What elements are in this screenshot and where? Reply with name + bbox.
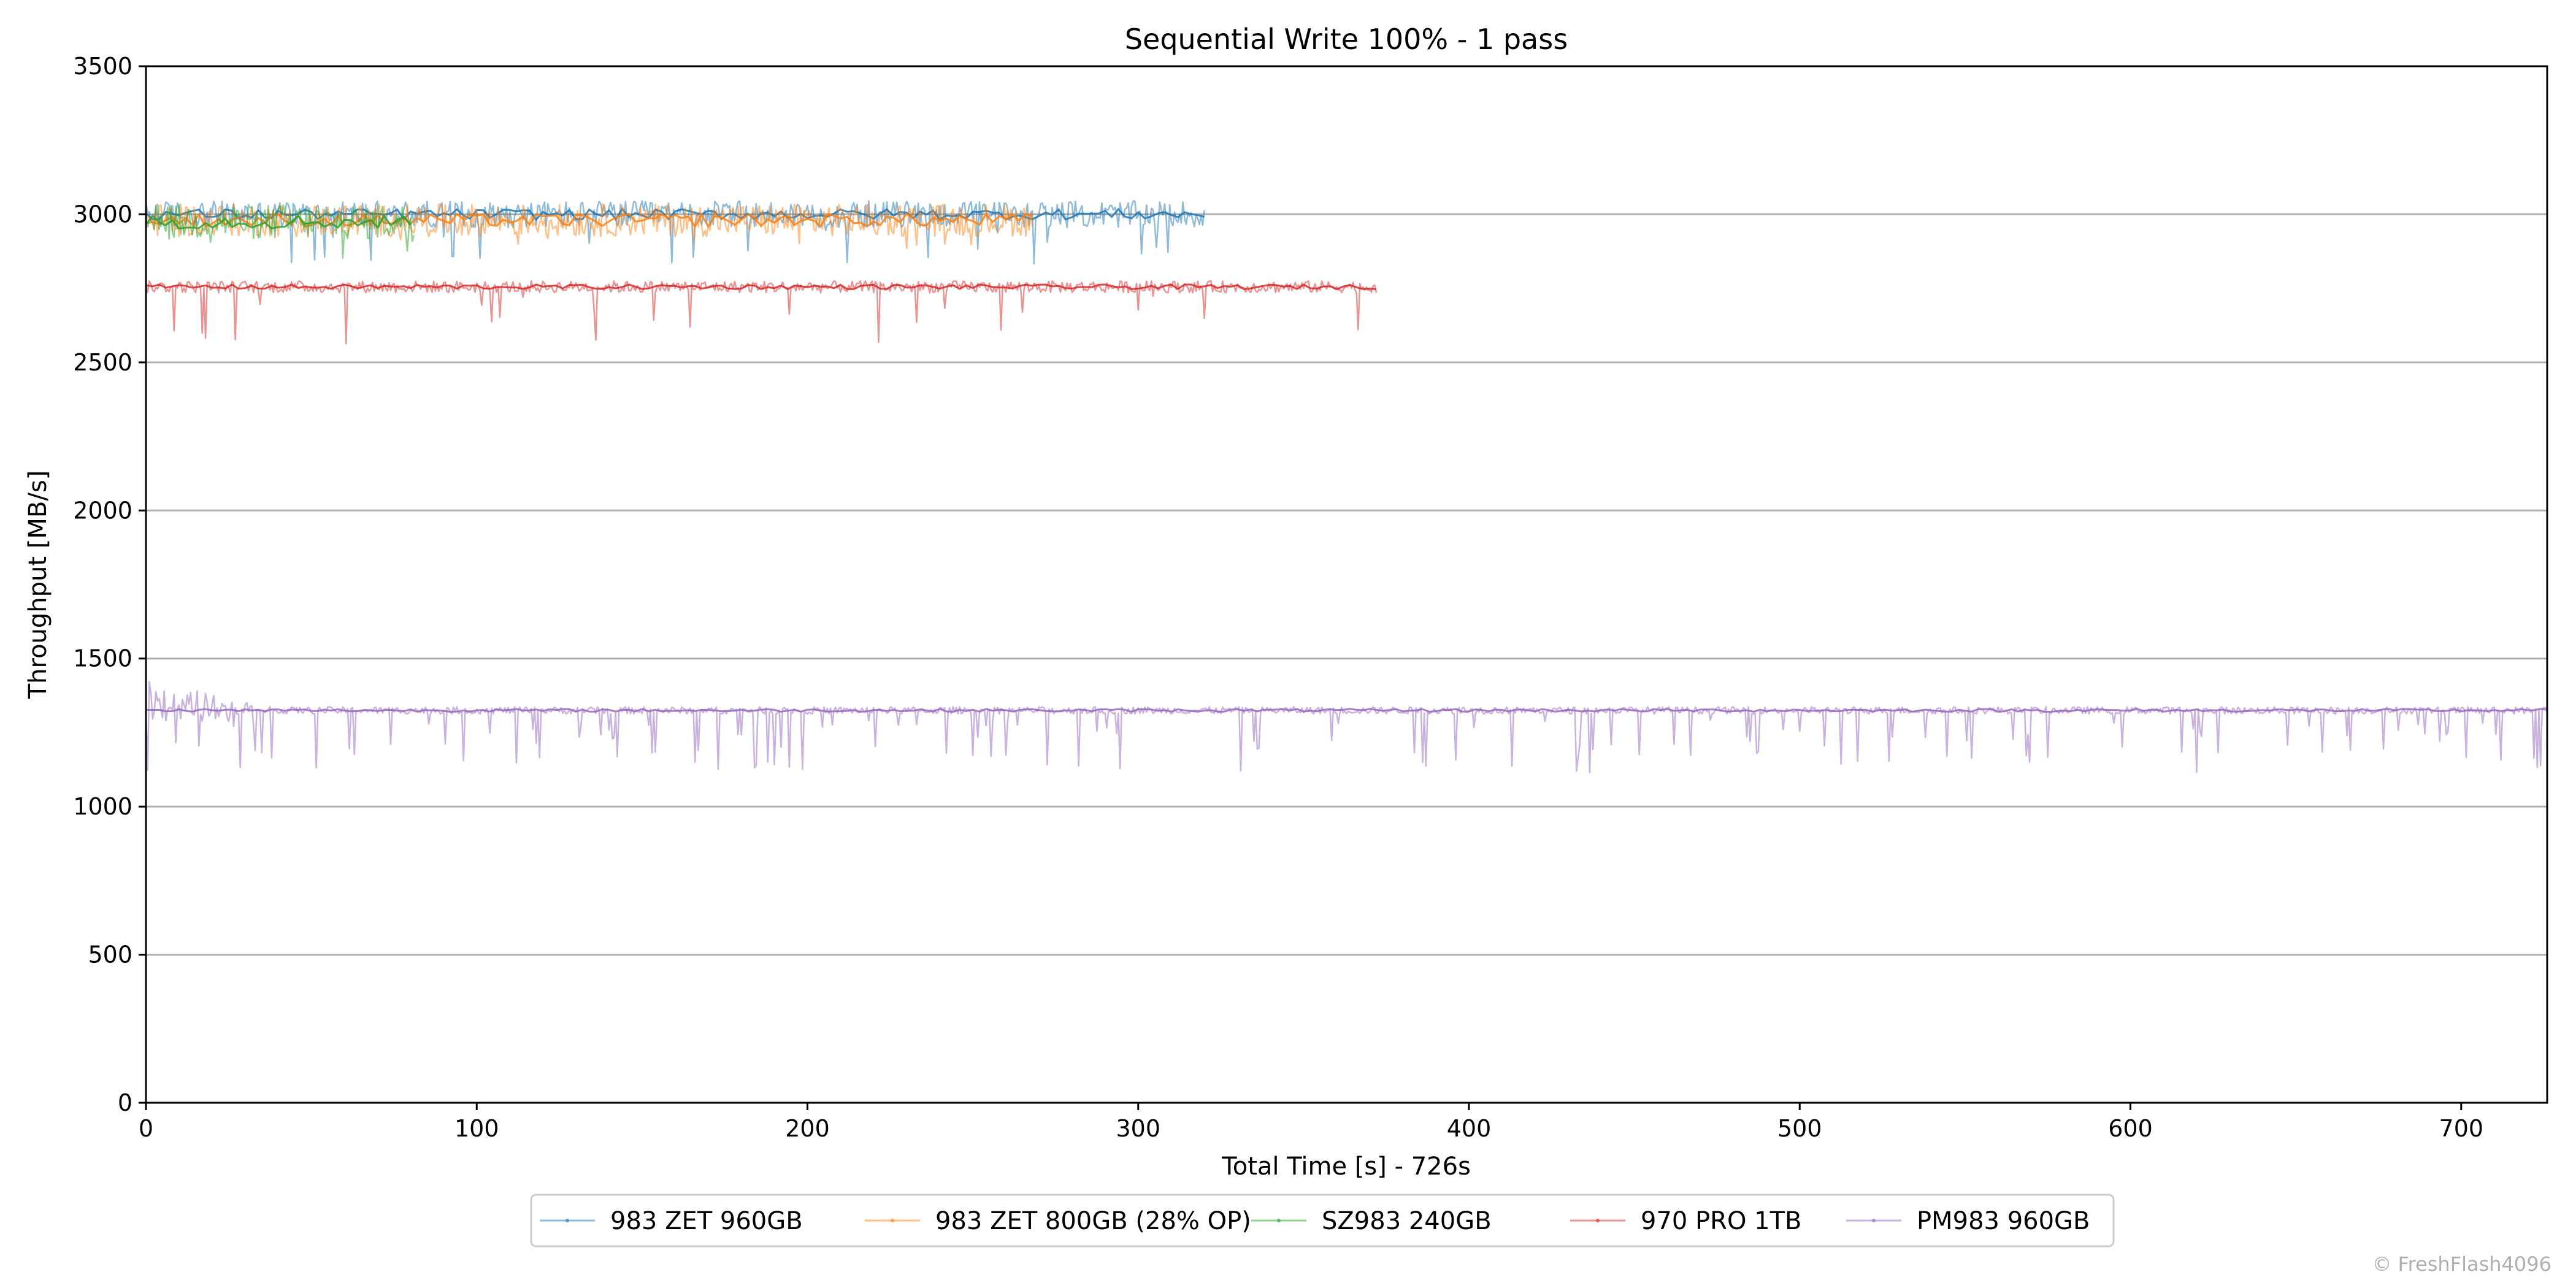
legend-label: SZ983 240GB	[1322, 1207, 1492, 1235]
x-axis: 0 100 200 300 400 500 600 700	[139, 1103, 2483, 1142]
x-tick-label: 500	[1777, 1115, 1822, 1142]
y-tick-label: 1000	[73, 793, 132, 820]
series-3	[145, 280, 1378, 345]
y-tick-label: 1500	[73, 645, 132, 672]
y-tick-label: 2500	[73, 349, 132, 376]
legend-entry: 983 ZET 800GB (28% OP)	[865, 1207, 1251, 1235]
x-tick-label: 300	[1116, 1115, 1161, 1142]
legend-marker	[891, 1219, 894, 1222]
y-axis: 0 500 1000 1500 2000 2500 3000 3500	[73, 53, 146, 1116]
legend-marker	[1596, 1219, 1600, 1222]
series-trend	[145, 213, 412, 230]
series-line	[145, 681, 2548, 773]
series-layer	[145, 200, 2548, 773]
x-axis-label: Total Time [s] - 726s	[1221, 1152, 1471, 1181]
x-tick-label: 700	[2439, 1115, 2484, 1142]
legend-marker	[565, 1219, 569, 1222]
y-tick-label: 2000	[73, 497, 132, 524]
legend-label: 970 PRO 1TB	[1641, 1207, 1802, 1235]
legend-entry: 970 PRO 1TB	[1570, 1207, 1802, 1235]
chart-title: Sequential Write 100% - 1 pass	[1125, 23, 1568, 56]
x-tick-label: 0	[139, 1115, 153, 1142]
x-tick-label: 200	[785, 1115, 830, 1142]
series-trend	[145, 708, 2548, 713]
watermark: © FreshFlash4096	[2372, 1252, 2551, 1276]
legend-label: 983 ZET 800GB (28% OP)	[935, 1207, 1251, 1235]
legend-entry: 983 ZET 960GB	[540, 1207, 803, 1235]
legend-entry: PM983 960GB	[1846, 1207, 2090, 1235]
y-axis-label: Throughput [MB/s]	[24, 470, 52, 700]
series-2	[145, 204, 415, 259]
y-tick-label: 500	[88, 941, 132, 968]
legend-entry: SZ983 240GB	[1251, 1207, 1492, 1235]
series-line	[145, 280, 1378, 345]
plot-frame	[145, 65, 2548, 1104]
legend-box	[530, 1194, 2115, 1248]
grid	[146, 213, 2547, 956]
y-tick-label: 0	[118, 1089, 132, 1116]
legend-marker	[1277, 1219, 1281, 1222]
x-tick-label: 400	[1447, 1115, 1492, 1142]
series-trend	[145, 283, 1377, 291]
series-4	[145, 681, 2548, 773]
legend-label: PM983 960GB	[1917, 1207, 2090, 1235]
legend-marker	[1872, 1219, 1876, 1222]
x-tick-label: 600	[2108, 1115, 2153, 1142]
y-tick-label: 3500	[73, 53, 132, 80]
legend-label: 983 ZET 960GB	[610, 1207, 803, 1235]
legend: 983 ZET 960GB 983 ZET 800GB (28% OP) SZ983…	[530, 1194, 2115, 1248]
x-tick-label: 100	[454, 1115, 499, 1142]
y-tick-label: 3000	[73, 201, 132, 228]
